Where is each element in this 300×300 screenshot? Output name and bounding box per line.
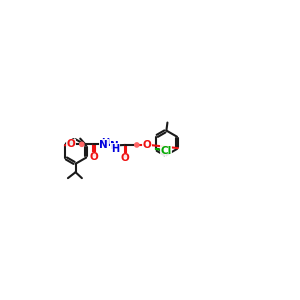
Circle shape (80, 142, 84, 146)
Circle shape (135, 143, 139, 147)
Text: O: O (89, 152, 98, 162)
Text: H: H (101, 138, 109, 148)
Text: O: O (121, 153, 130, 163)
Text: O: O (67, 139, 76, 149)
Text: N: N (99, 140, 108, 150)
Text: O: O (143, 140, 152, 150)
Text: N: N (110, 141, 119, 151)
Text: Cl: Cl (161, 146, 172, 156)
Text: H: H (111, 144, 119, 154)
